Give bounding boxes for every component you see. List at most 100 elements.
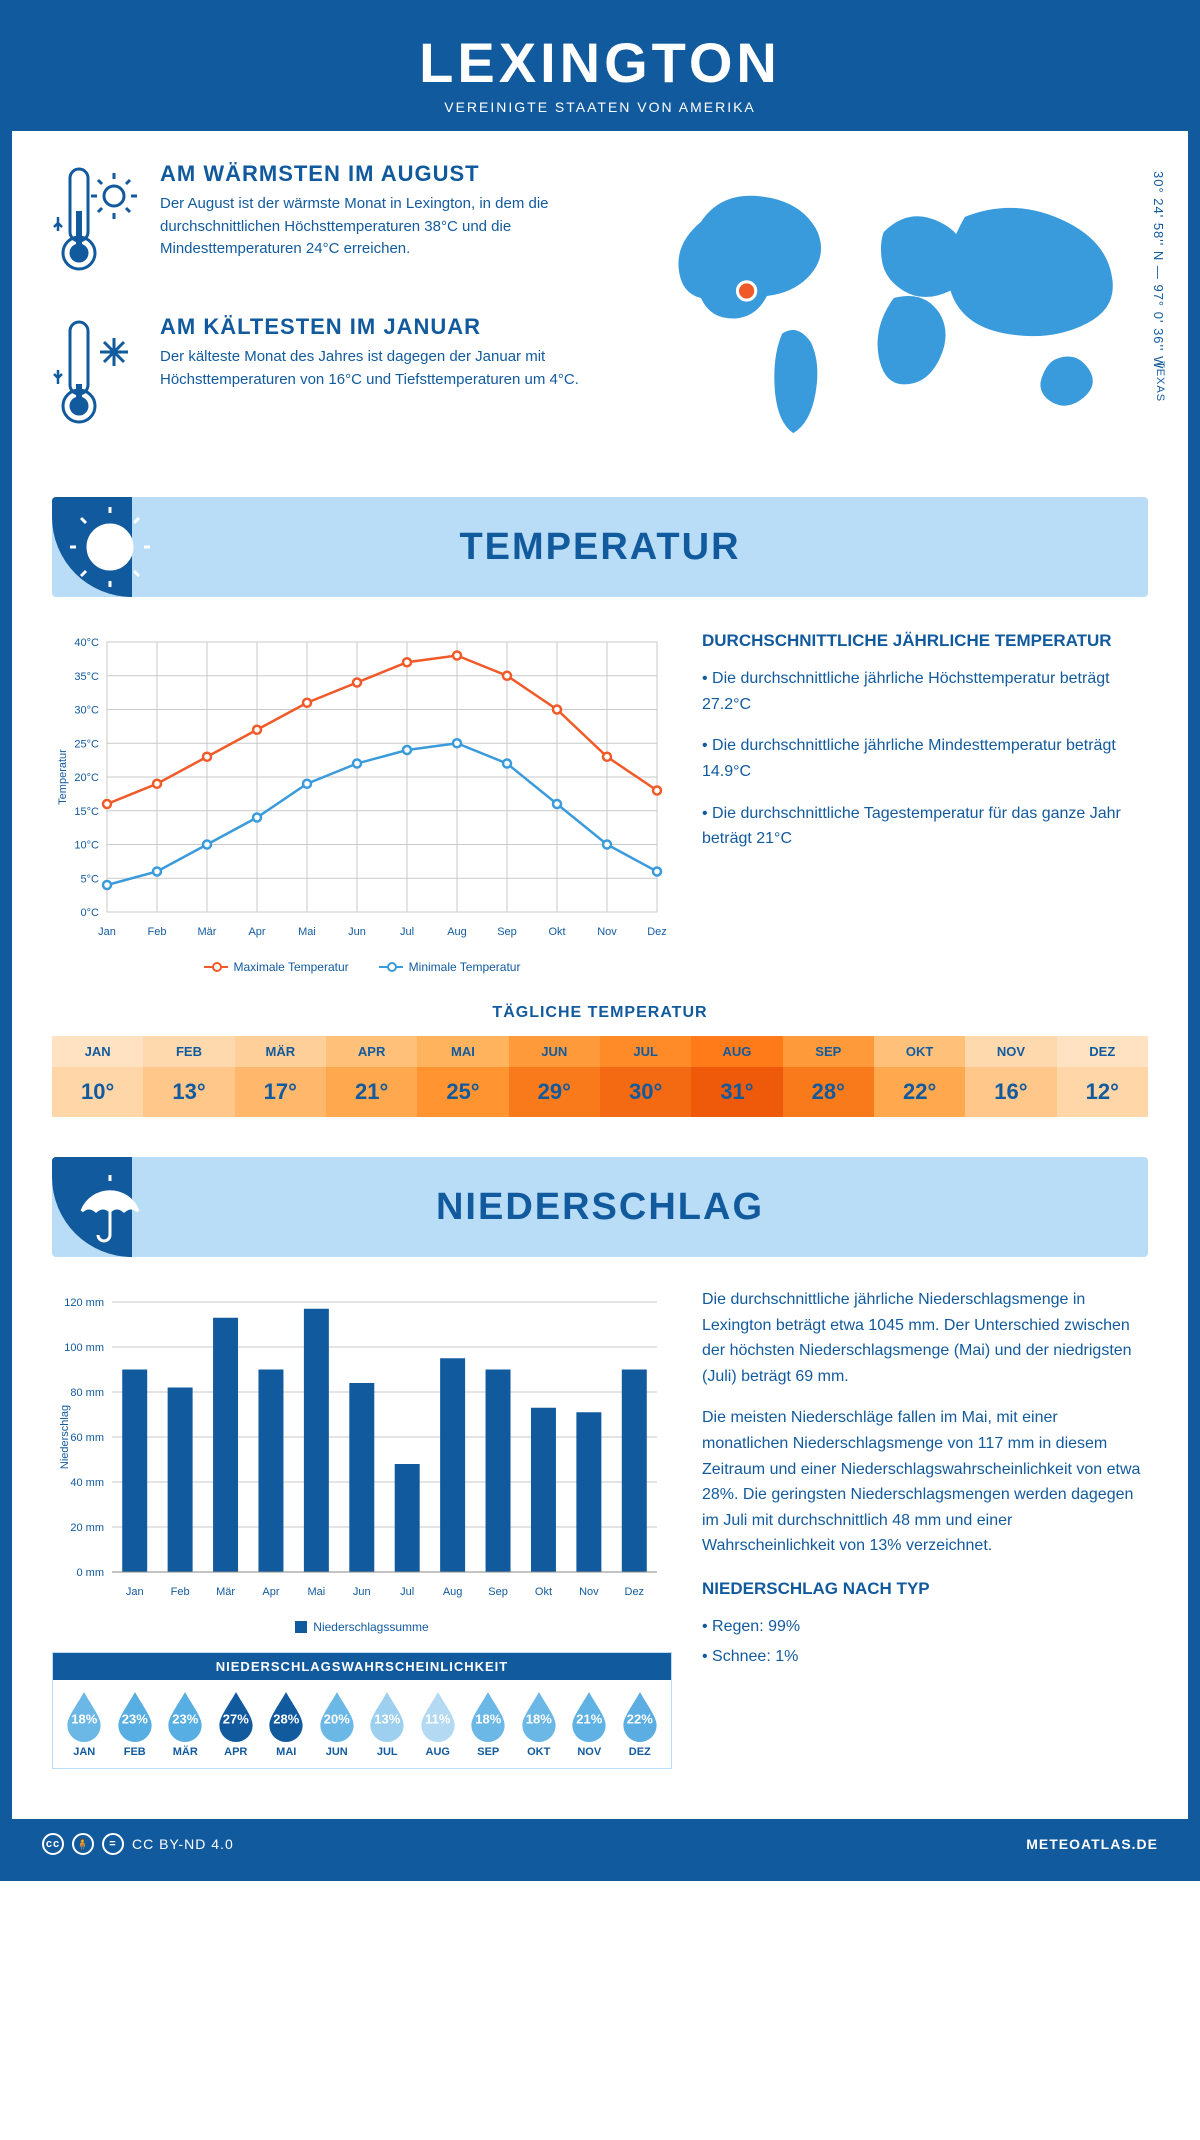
precipitation-section-header: NIEDERSCHLAG — [52, 1157, 1148, 1257]
daily-temp-cell: JAN10° — [52, 1036, 143, 1117]
svg-text:Nov: Nov — [597, 926, 617, 938]
temperature-title: TEMPERATUR — [459, 526, 740, 569]
warmest-title: AM WÄRMSTEN IM AUGUST — [160, 161, 610, 187]
temp-summary-title: DURCHSCHNITTLICHE JÄHRLICHE TEMPERATUR — [702, 627, 1148, 654]
svg-text:5°C: 5°C — [81, 873, 100, 885]
daily-temp-cell: JUL30° — [600, 1036, 691, 1117]
svg-text:Feb: Feb — [148, 926, 167, 938]
precip-prob-title: NIEDERSCHLAGSWAHRSCHEINLICHKEIT — [53, 1653, 671, 1680]
svg-text:0 mm: 0 mm — [77, 1567, 105, 1579]
precip-prob-cell: 27%APR — [211, 1690, 262, 1758]
precip-type: • Schnee: 1% — [702, 1644, 1148, 1670]
thermometer-sun-icon — [52, 161, 142, 286]
site-name: METEOATLAS.DE — [1026, 1836, 1158, 1852]
svg-text:100 mm: 100 mm — [64, 1342, 104, 1354]
umbrella-icon — [70, 1167, 150, 1247]
temp-bullet: • Die durchschnittliche jährliche Mindes… — [702, 733, 1148, 784]
precip-prob-cell: 23%MÄR — [160, 1690, 211, 1758]
svg-text:Jan: Jan — [126, 1586, 144, 1598]
svg-text:Jul: Jul — [400, 926, 414, 938]
precip-prob-cell: 18%JAN — [59, 1690, 110, 1758]
svg-text:Mai: Mai — [308, 1586, 326, 1598]
svg-text:Dez: Dez — [647, 926, 667, 938]
precip-para-2: Die meisten Niederschläge fallen im Mai,… — [702, 1405, 1148, 1559]
temp-bullet: • Die durchschnittliche Tagestemperatur … — [702, 801, 1148, 852]
svg-text:25°C: 25°C — [74, 738, 99, 750]
svg-text:Jun: Jun — [353, 1586, 371, 1598]
precip-prob-cell: 23%FEB — [110, 1690, 161, 1758]
svg-text:Dez: Dez — [625, 1586, 645, 1598]
daily-temp-title: TÄGLICHE TEMPERATUR — [52, 1004, 1148, 1022]
precip-prob-cell: 13%JUL — [362, 1690, 413, 1758]
svg-text:35°C: 35°C — [74, 671, 99, 683]
svg-text:Apr: Apr — [248, 926, 265, 938]
precip-prob-cell: 22%DEZ — [615, 1690, 666, 1758]
precip-para-1: Die durchschnittliche jährliche Niedersc… — [702, 1287, 1148, 1389]
nd-icon: = — [102, 1833, 124, 1855]
daily-temp-cell: FEB13° — [143, 1036, 234, 1117]
page-header: LEXINGTON VEREINIGTE STAATEN VON AMERIKA — [12, 12, 1188, 131]
precip-type: • Regen: 99% — [702, 1614, 1148, 1640]
svg-text:Jul: Jul — [400, 1586, 414, 1598]
svg-text:Sep: Sep — [488, 1586, 508, 1598]
svg-text:Mai: Mai — [298, 926, 316, 938]
warmest-text: Der August ist der wärmste Monat in Lexi… — [160, 193, 610, 261]
precipitation-title: NIEDERSCHLAG — [436, 1186, 764, 1229]
daily-temp-cell: MÄR17° — [235, 1036, 326, 1117]
svg-text:Jun: Jun — [348, 926, 366, 938]
svg-text:Feb: Feb — [171, 1586, 190, 1598]
daily-temp-cell: JUN29° — [509, 1036, 600, 1117]
temperature-section-header: TEMPERATUR — [52, 497, 1148, 597]
city-title: LEXINGTON — [12, 30, 1188, 95]
cc-icon: cc — [42, 1833, 64, 1855]
by-icon: 🧍 — [72, 1833, 94, 1855]
precip-prob-cell: 21%NOV — [564, 1690, 615, 1758]
coldest-title: AM KÄLTESTEN IM JANUAR — [160, 314, 610, 340]
daily-temp-cell: SEP28° — [783, 1036, 874, 1117]
svg-text:Mär: Mär — [216, 1586, 235, 1598]
svg-text:Niederschlag: Niederschlag — [59, 1405, 71, 1469]
svg-text:Mär: Mär — [198, 926, 217, 938]
precip-prob-cell: 18%OKT — [514, 1690, 565, 1758]
svg-text:Aug: Aug — [447, 926, 467, 938]
svg-text:10°C: 10°C — [74, 840, 99, 852]
svg-text:Apr: Apr — [262, 1586, 279, 1598]
daily-temp-cell: NOV16° — [965, 1036, 1056, 1117]
svg-text:Aug: Aug — [443, 1586, 463, 1598]
svg-text:15°C: 15°C — [74, 806, 99, 818]
temperature-line-chart: 0°C5°C10°C15°C20°C25°C30°C35°C40°CJanFeb… — [52, 627, 672, 974]
thermometer-snow-icon — [52, 314, 142, 439]
svg-text:30°C: 30°C — [74, 705, 99, 717]
sun-icon — [70, 507, 150, 587]
precip-type-title: NIEDERSCHLAG NACH TYP — [702, 1575, 1148, 1602]
license: cc 🧍 = CC BY-ND 4.0 — [42, 1833, 234, 1855]
precip-prob-cell: 28%MAI — [261, 1690, 312, 1758]
svg-text:20°C: 20°C — [74, 772, 99, 784]
svg-text:Okt: Okt — [535, 1586, 552, 1598]
svg-text:Sep: Sep — [497, 926, 517, 938]
precip-prob-cell: 18%SEP — [463, 1690, 514, 1758]
svg-text:Temperatur: Temperatur — [57, 749, 69, 805]
daily-temp-strip: JAN10°FEB13°MÄR17°APR21°MAI25°JUN29°JUL3… — [52, 1036, 1148, 1117]
precip-prob-cell: 11%AUG — [413, 1690, 464, 1758]
precip-legend: Niederschlagssumme — [52, 1620, 672, 1634]
temp-bullet: • Die durchschnittliche jährliche Höchst… — [702, 666, 1148, 717]
svg-text:40 mm: 40 mm — [70, 1477, 104, 1489]
daily-temp-cell: OKT22° — [874, 1036, 965, 1117]
coldest-fact: AM KÄLTESTEN IM JANUAR Der kälteste Mona… — [52, 314, 610, 439]
precipitation-bar-chart: 0 mm20 mm40 mm60 mm80 mm100 mm120 mmJanF… — [52, 1287, 672, 1634]
svg-text:40°C: 40°C — [74, 637, 99, 649]
region-label: TEXAS — [1154, 361, 1166, 402]
country-subtitle: VEREINIGTE STAATEN VON AMERIKA — [12, 99, 1188, 115]
daily-temp-cell: MAI25° — [417, 1036, 508, 1117]
world-map: 30° 24' 58'' N — 97° 0' 36'' W TEXAS — [640, 161, 1148, 467]
page-footer: cc 🧍 = CC BY-ND 4.0 METEOATLAS.DE — [12, 1819, 1188, 1869]
svg-text:20 mm: 20 mm — [70, 1522, 104, 1534]
temp-legend: Maximale Temperatur Minimale Temperatur — [52, 960, 672, 974]
daily-temp-cell: AUG31° — [691, 1036, 782, 1117]
svg-text:120 mm: 120 mm — [64, 1297, 104, 1309]
svg-text:Nov: Nov — [579, 1586, 599, 1598]
svg-text:60 mm: 60 mm — [70, 1432, 104, 1444]
warmest-fact: AM WÄRMSTEN IM AUGUST Der August ist der… — [52, 161, 610, 286]
precipitation-probability: NIEDERSCHLAGSWAHRSCHEINLICHKEIT 18%JAN23… — [52, 1652, 672, 1769]
